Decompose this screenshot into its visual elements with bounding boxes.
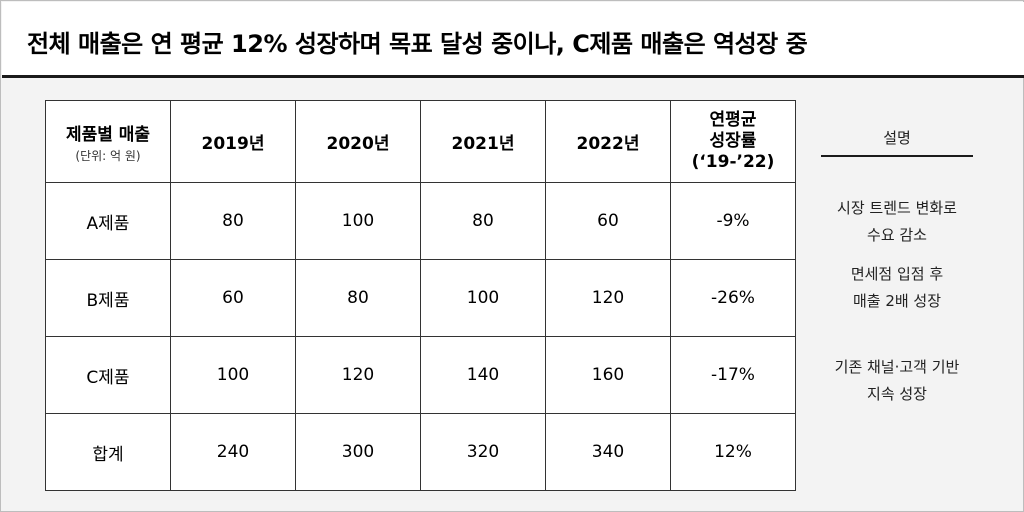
product-name-cell: C제품 [45,336,171,414]
description-a-line-2: 수요 감소 [867,226,927,244]
value-cell: 100 [420,259,546,337]
value-cell: 160 [545,336,671,414]
header-growth-line-2: 성장률 [709,131,757,151]
description-c-line-2: 지속 성장 [867,385,927,403]
value-cell: 120 [545,259,671,337]
description-a: 시장 트렌드 변화로 수요 감소 [807,195,987,249]
table-row: B제품 60 80 100 120 -26% [45,259,796,337]
value-cell: 60 [545,182,671,260]
description-header: 설명 [883,129,911,147]
value-cell: 100 [170,336,296,414]
product-name-cell: A제품 [45,182,171,260]
description-b: 면세점 입점 후 매출 2배 성장 [807,261,987,315]
header-year-2019: 2019년 [170,100,296,183]
value-cell: 140 [420,336,546,414]
value-cell: 80 [295,259,421,337]
sales-table: 제품별 매출 (단위: 억 원) 2019년 2020년 2021년 2022년… [45,100,796,491]
header-year-2022: 2022년 [545,100,671,183]
header-unit-label: (단위: 억 원) [75,148,141,163]
total-label-cell: 합계 [45,413,171,491]
product-name-cell: B제품 [45,259,171,337]
total-value-cell: 320 [420,413,546,491]
value-cell: 120 [295,336,421,414]
value-cell: 80 [420,182,546,260]
table-total-row: 합계 240 300 320 340 12% [45,413,796,491]
value-cell: 60 [170,259,296,337]
header-growth-line-1: 연평균 [709,110,757,130]
table-row: C제품 100 120 140 160 -17% [45,336,796,414]
description-b-line-1: 면세점 입점 후 [850,265,944,283]
table-header-row: 제품별 매출 (단위: 억 원) 2019년 2020년 2021년 2022년… [45,100,796,183]
growth-cell: -9% [670,182,796,260]
description-c-line-1: 기존 채널·고객 기반 [834,358,960,376]
header-year-2020: 2020년 [295,100,421,183]
description-divider [821,155,973,157]
header-growth-line-3: (‘19-’22) [691,152,775,172]
title-bar: 전체 매출은 연 평균 12% 성장하며 목표 달성 중이나, C제품 매출은 … [2,2,1024,78]
value-cell: 100 [295,182,421,260]
header-product-cell: 제품별 매출 (단위: 억 원) [45,100,171,183]
header-product-label: 제품별 매출 [65,124,151,145]
description-c: 기존 채널·고객 기반 지속 성장 [807,354,987,408]
total-value-cell: 300 [295,413,421,491]
description-b-line-2: 매출 2배 성장 [852,292,942,310]
slide-title: 전체 매출은 연 평균 12% 성장하며 목표 달성 중이나, C제품 매출은 … [27,30,808,58]
growth-cell: -26% [670,259,796,337]
total-value-cell: 340 [545,413,671,491]
table-row: A제품 80 100 80 60 -9% [45,182,796,260]
growth-cell: -17% [670,336,796,414]
total-value-cell: 240 [170,413,296,491]
header-growth-cell: 연평균 성장률 (‘19-’22) [670,100,796,183]
description-a-line-1: 시장 트렌드 변화로 [837,199,957,217]
total-growth-cell: 12% [670,413,796,491]
value-cell: 80 [170,182,296,260]
header-year-2021: 2021년 [420,100,546,183]
